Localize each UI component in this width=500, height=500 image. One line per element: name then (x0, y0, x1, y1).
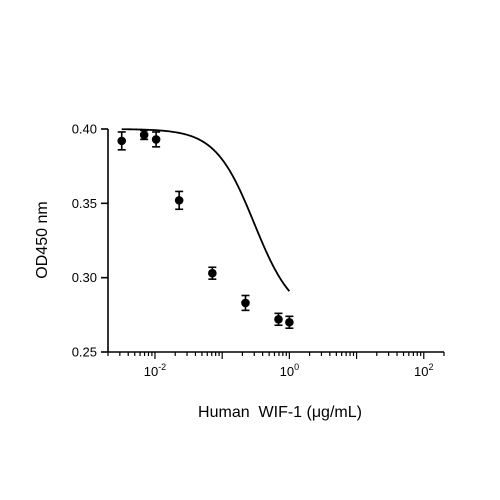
point-marker (274, 314, 283, 324)
data-point (117, 131, 127, 151)
data-point (274, 312, 283, 327)
data-point (241, 294, 250, 312)
point-marker (208, 268, 217, 278)
data-point (139, 129, 149, 141)
y-ticks: 0.25 0.30 0.35 0.40 (72, 122, 108, 360)
point-marker (174, 196, 184, 205)
data-point (174, 190, 184, 211)
y-axis-title: OD450 nm (34, 201, 51, 278)
point-marker (241, 298, 250, 308)
point-marker (139, 130, 149, 140)
x-ticks: 10-2 100 102 (107, 352, 445, 379)
point-marker (151, 135, 161, 144)
point-marker (117, 136, 127, 146)
data-point (208, 266, 217, 280)
point-marker (285, 317, 294, 327)
x-tick-label: 102 (414, 362, 433, 379)
x-axis-title: Human WIF-1 (μg/mL) (198, 404, 362, 421)
data-points (117, 129, 294, 330)
data-point (285, 315, 294, 330)
x-tick-label: 10-2 (144, 362, 166, 379)
fit-curve (121, 128, 291, 292)
y-tick-label: 0.30 (72, 270, 97, 285)
x-tick-label: 100 (280, 362, 299, 379)
axes (107, 129, 444, 353)
data-point (151, 131, 161, 148)
y-tick-label: 0.25 (72, 345, 97, 360)
y-tick-label: 0.35 (72, 196, 97, 211)
y-tick-label: 0.40 (72, 122, 97, 137)
